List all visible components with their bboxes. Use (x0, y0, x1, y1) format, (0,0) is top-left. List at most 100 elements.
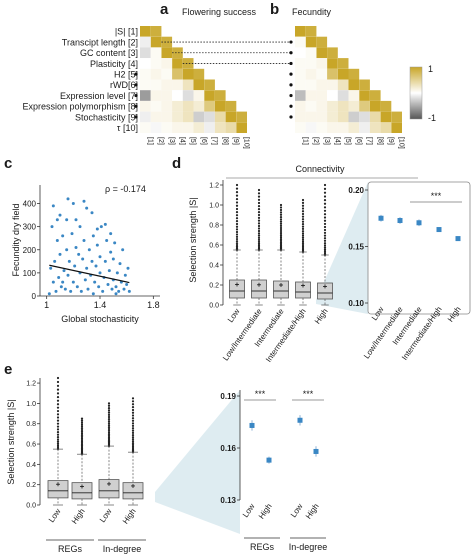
box-outlier (131, 400, 135, 403)
heatmap-column-label: [3] (168, 137, 175, 145)
box-outlier (107, 427, 111, 431)
box-outlier (257, 245, 261, 249)
box-outlier (131, 406, 135, 409)
box-outlier (235, 204, 239, 207)
panel-c-trend-line (49, 264, 130, 284)
heatmap-upper-cell (369, 36, 381, 48)
heatmap-cell (140, 111, 151, 123)
heatmap-diagonal-cell (140, 26, 151, 37)
scatter-point (73, 264, 77, 268)
panel-e-sig-label-1: *** (255, 389, 266, 399)
box-outlier (301, 220, 305, 223)
heatmap-upper-cell (391, 58, 402, 69)
heatmap-diagonal-cell (305, 36, 317, 48)
heatmap-upper-cell (204, 68, 215, 80)
scatter-point (123, 273, 127, 277)
box-outlier (80, 432, 84, 435)
y-tick-label: 1.2 (26, 381, 36, 388)
heatmap-upper-cell (225, 47, 237, 59)
heatmap-upper-cell (337, 47, 349, 59)
row-connector-dot (289, 40, 293, 44)
heatmap-cell (182, 111, 194, 123)
y-tick-label: 0.6 (209, 243, 219, 250)
row-connector-dot (289, 93, 293, 98)
heatmap-upper-cell (380, 58, 392, 69)
heatmap-cell (193, 90, 205, 101)
heatmap-upper-cell (380, 79, 392, 91)
heatmap-row-label: rWD[6] (110, 80, 138, 90)
box-outlier (257, 216, 261, 219)
box-outlier (301, 234, 305, 237)
box-outlier (56, 403, 60, 406)
scatter-point (103, 259, 107, 263)
box-body (71, 482, 93, 500)
heatmap-upper-cell (225, 90, 237, 101)
heatmap-upper-cell (391, 26, 402, 37)
box-outlier (323, 242, 327, 245)
heatmap-diagonal-cell (369, 100, 381, 112)
box-outlier (107, 431, 111, 434)
heatmap-diagonal-cell (236, 122, 247, 133)
box-outlier (56, 399, 60, 402)
panel-b-title: Fecundity (292, 7, 332, 17)
heatmap-upper-cell (359, 36, 370, 48)
box-outlier (235, 228, 239, 231)
box-outlier (257, 204, 261, 208)
box-outlier (56, 444, 60, 447)
heatmap-cell (140, 79, 151, 91)
heatmap-cell (193, 100, 205, 112)
heatmap-upper-cell (236, 100, 247, 112)
heatmap-cell (140, 58, 151, 69)
box-outlier (301, 230, 305, 233)
box-outlier (301, 201, 305, 204)
box-outlier (131, 397, 135, 400)
box-outlier (107, 426, 111, 429)
box-outlier (279, 218, 283, 221)
heatmap-upper-diagonal-cell (316, 36, 328, 48)
mean-point (249, 422, 255, 428)
scatter-point (74, 245, 78, 249)
box-outlier (56, 422, 60, 425)
box-outlier (131, 403, 135, 406)
y-tick-label: 0.10 (348, 299, 364, 308)
box-outlier (323, 199, 327, 202)
heatmap-upper-cell (316, 26, 328, 37)
box-outlier (279, 232, 283, 235)
box-outlier (56, 413, 60, 416)
x-tick-label: Low (289, 502, 305, 519)
box-outlier (279, 211, 283, 214)
box-outlier (235, 207, 239, 211)
x-tick-label: Low (47, 507, 63, 524)
heatmap-upper-cell (369, 79, 381, 91)
heatmap-upper-cell (225, 26, 237, 37)
heatmap-row-label: Expression polymorphism [8] (22, 102, 138, 112)
panel-d: d Connectivity 0.0 0.2 0.4 0.6 0.8 1.0 1.2 Low… (172, 155, 471, 364)
heatmap-cell (305, 111, 317, 123)
heatmap-diagonal-cell (316, 47, 328, 59)
box-outlier (80, 440, 84, 443)
box-outlier (323, 244, 327, 247)
heatmap-cell (214, 111, 226, 123)
heatmap-upper-cell (380, 68, 392, 80)
y-tick-label: 0.4 (26, 462, 36, 469)
box-outlier (235, 214, 239, 217)
mean-point (313, 448, 319, 454)
box-body (47, 480, 69, 499)
heatmap-upper-cell (327, 36, 338, 48)
box-outlier (301, 243, 305, 247)
scatter-point (95, 227, 99, 231)
box-outlier (131, 434, 135, 437)
box-outlier (235, 235, 239, 238)
mean-point (266, 457, 272, 463)
scatter-point (117, 289, 121, 293)
scatter-point (70, 232, 74, 236)
heatmap-row-label: τ [10] (117, 123, 138, 133)
box-outlier (56, 425, 60, 428)
scatter-point (109, 250, 113, 254)
scatter-point (69, 289, 73, 293)
box-outlier (301, 212, 305, 216)
heatmap-cell (182, 90, 194, 101)
panel-e-box-x-labels: Low High Low High (47, 507, 138, 526)
box-outlier (301, 198, 305, 202)
box-outlier (279, 220, 283, 223)
